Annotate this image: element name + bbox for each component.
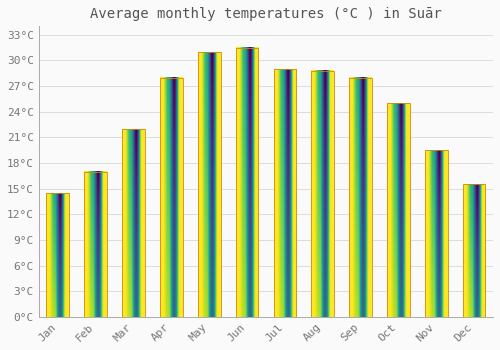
Bar	[463, 184, 485, 317]
Bar	[160, 78, 182, 317]
Bar	[425, 150, 448, 317]
Bar	[122, 129, 145, 317]
Bar	[84, 172, 107, 317]
Bar	[46, 193, 69, 317]
Bar	[387, 103, 410, 317]
Title: Average monthly temperatures (°C ) in Suār: Average monthly temperatures (°C ) in Su…	[90, 7, 442, 21]
Bar	[274, 69, 296, 317]
Bar	[198, 52, 220, 317]
Bar	[236, 48, 258, 317]
Bar	[349, 78, 372, 317]
Bar	[312, 71, 334, 317]
